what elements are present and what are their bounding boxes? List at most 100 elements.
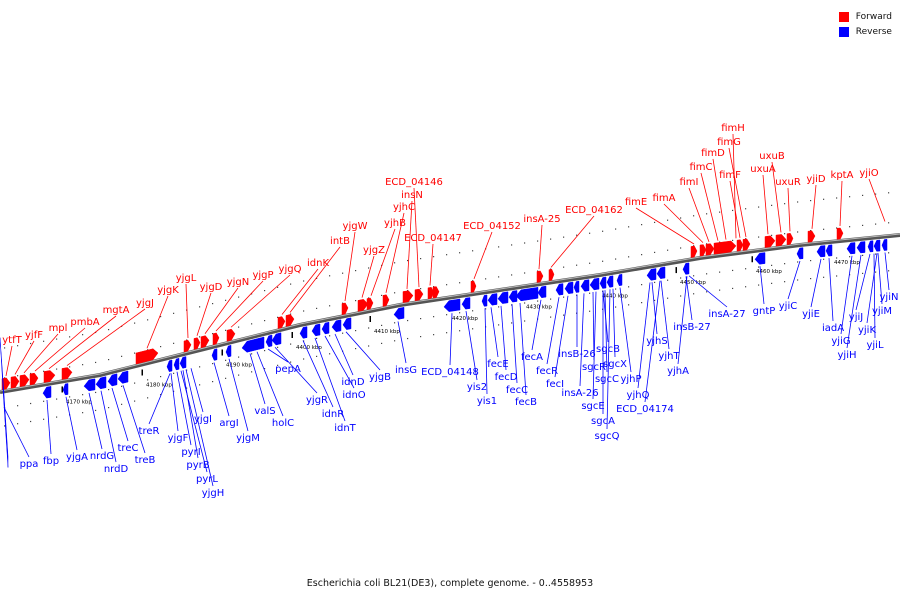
forward-gene-label: intB xyxy=(330,236,350,247)
reverse-gene-label: yjgA xyxy=(66,452,88,463)
forward-gene xyxy=(382,294,390,307)
reverse-gene-label: nrdD xyxy=(104,464,129,475)
reverse-gene xyxy=(179,356,187,369)
reverse-gene xyxy=(265,334,273,348)
reverse-gene-label: yjiC xyxy=(779,301,797,312)
forward-gene-label: yjgP xyxy=(252,270,273,281)
reverse-gene xyxy=(321,321,330,335)
forward-gene-label: yjgL xyxy=(176,273,197,284)
forward-gene xyxy=(470,280,477,293)
reverse-gene-label: valS xyxy=(254,406,275,417)
reverse-gene xyxy=(95,376,107,390)
reverse-gene-label: yjgF xyxy=(168,433,189,444)
reverse-gene xyxy=(487,293,498,306)
reverse-gene-label: yjhP xyxy=(620,374,641,385)
reverse-gene xyxy=(646,268,657,281)
reverse-gene xyxy=(589,277,600,291)
reverse-gene-label: fecD xyxy=(495,372,518,383)
forward-gene xyxy=(548,268,555,281)
reverse-gene-label: yjhA xyxy=(667,366,689,377)
forward-gene-label: ECD_04152 xyxy=(463,221,521,232)
reverse-gene-label: ECD_04148 xyxy=(421,367,479,378)
forward-gene-label: yjhB xyxy=(384,218,406,229)
forward-gene-label: insN xyxy=(401,190,423,201)
tick-label: 4450 kbp xyxy=(680,280,706,286)
tick-label: 4190 kbp xyxy=(226,363,252,369)
reverse-gene-label: insA-26 xyxy=(561,388,598,399)
reverse-gene-label: idnT xyxy=(334,423,356,434)
forward-gene xyxy=(414,288,424,302)
forward-gene xyxy=(402,290,414,303)
reverse-gene-label: pyrI xyxy=(181,447,200,458)
forward-gene-label: uxuA xyxy=(750,164,776,175)
reverse-gene-label: yjgH xyxy=(202,488,225,499)
forward-gene xyxy=(764,235,776,248)
tick-label: 4460 kbp xyxy=(756,269,782,275)
reverse-gene xyxy=(867,240,874,253)
forward-gene-label: insA-25 xyxy=(523,214,560,225)
reverse-gene-label: idnR xyxy=(322,409,344,420)
forward-gene xyxy=(61,367,73,380)
reverse-gene xyxy=(682,262,690,275)
reverse-gene xyxy=(573,280,580,293)
reverse-gene-label: fecI xyxy=(546,379,564,390)
forward-gene-label: yjfF xyxy=(25,330,43,341)
legend-forward-label: Forward xyxy=(855,11,892,22)
reverse-gene-label: yjiJ xyxy=(849,312,863,323)
tick-label: 4410 kbp xyxy=(374,329,400,335)
reverse-gene xyxy=(656,266,666,279)
reverse-gene-label: fecE xyxy=(487,359,509,370)
forward-gene xyxy=(341,302,349,315)
forward-gene xyxy=(19,374,30,387)
reverse-gene xyxy=(537,285,547,299)
tick-label: 4170 kbp xyxy=(66,399,92,405)
reverse-gene xyxy=(564,281,574,294)
reverse-gene xyxy=(166,359,173,372)
reverse-gene xyxy=(580,279,590,292)
forward-gene xyxy=(432,286,440,299)
reverse-gene-label: yjiE xyxy=(802,309,820,320)
tick-label: 4470 kbp xyxy=(834,260,860,266)
tick-label: 4440 kbp xyxy=(602,293,628,299)
reverse-gene-label: yjgR xyxy=(306,395,328,406)
forward-gene-label: ytfT xyxy=(2,335,22,346)
reverse-gene-label: idnO xyxy=(342,390,365,401)
forward-gene xyxy=(277,316,286,329)
reverse-gene-label: nrdG xyxy=(90,451,114,462)
forward-gene xyxy=(713,240,737,255)
forward-gene xyxy=(536,270,544,283)
forward-gene-label: ECD_04147 xyxy=(404,233,462,244)
forward-gene-label: ECD_04162 xyxy=(565,205,623,216)
reverse-gene xyxy=(0,337,9,468)
forward-gene xyxy=(1,377,11,390)
forward-gene-label: fimH xyxy=(721,123,745,134)
forward-gene-label: fimA xyxy=(653,193,676,204)
forward-gene xyxy=(807,230,816,243)
reverse-gene-label: idnD xyxy=(341,377,364,388)
forward-gene-label: yjhC xyxy=(393,202,415,213)
reverse-gene xyxy=(443,298,461,312)
reverse-gene-label: yjiH xyxy=(838,350,857,361)
reverse-gene xyxy=(225,344,232,358)
forward-gene-label: mpl xyxy=(49,323,68,334)
reverse-gene xyxy=(241,336,265,353)
reverse-gene xyxy=(515,287,539,302)
legend-forward: Forward xyxy=(838,9,892,24)
reverse-gene xyxy=(42,386,52,399)
reverse-gene-label: yis1 xyxy=(477,396,497,407)
reverse-gene xyxy=(825,244,833,257)
forward-gene xyxy=(193,337,201,350)
reverse-gene xyxy=(299,326,308,339)
reverse-gene-label: sgcA xyxy=(591,416,615,427)
reverse-gene xyxy=(393,307,405,320)
reverse-gene-label: pepA xyxy=(275,364,301,375)
reverse-gene-label: treC xyxy=(118,443,139,454)
reverse-gene-label: insG xyxy=(395,365,417,376)
forward-gene-label: pmbA xyxy=(70,317,99,328)
legend-reverse-label: Reverse xyxy=(855,26,892,37)
forward-gene-label: uxuR xyxy=(775,177,801,188)
forward-gene xyxy=(285,314,295,327)
reverse-gene xyxy=(846,242,856,255)
forward-gene-label: uxuB xyxy=(759,151,785,162)
reverse-gene xyxy=(83,378,96,392)
